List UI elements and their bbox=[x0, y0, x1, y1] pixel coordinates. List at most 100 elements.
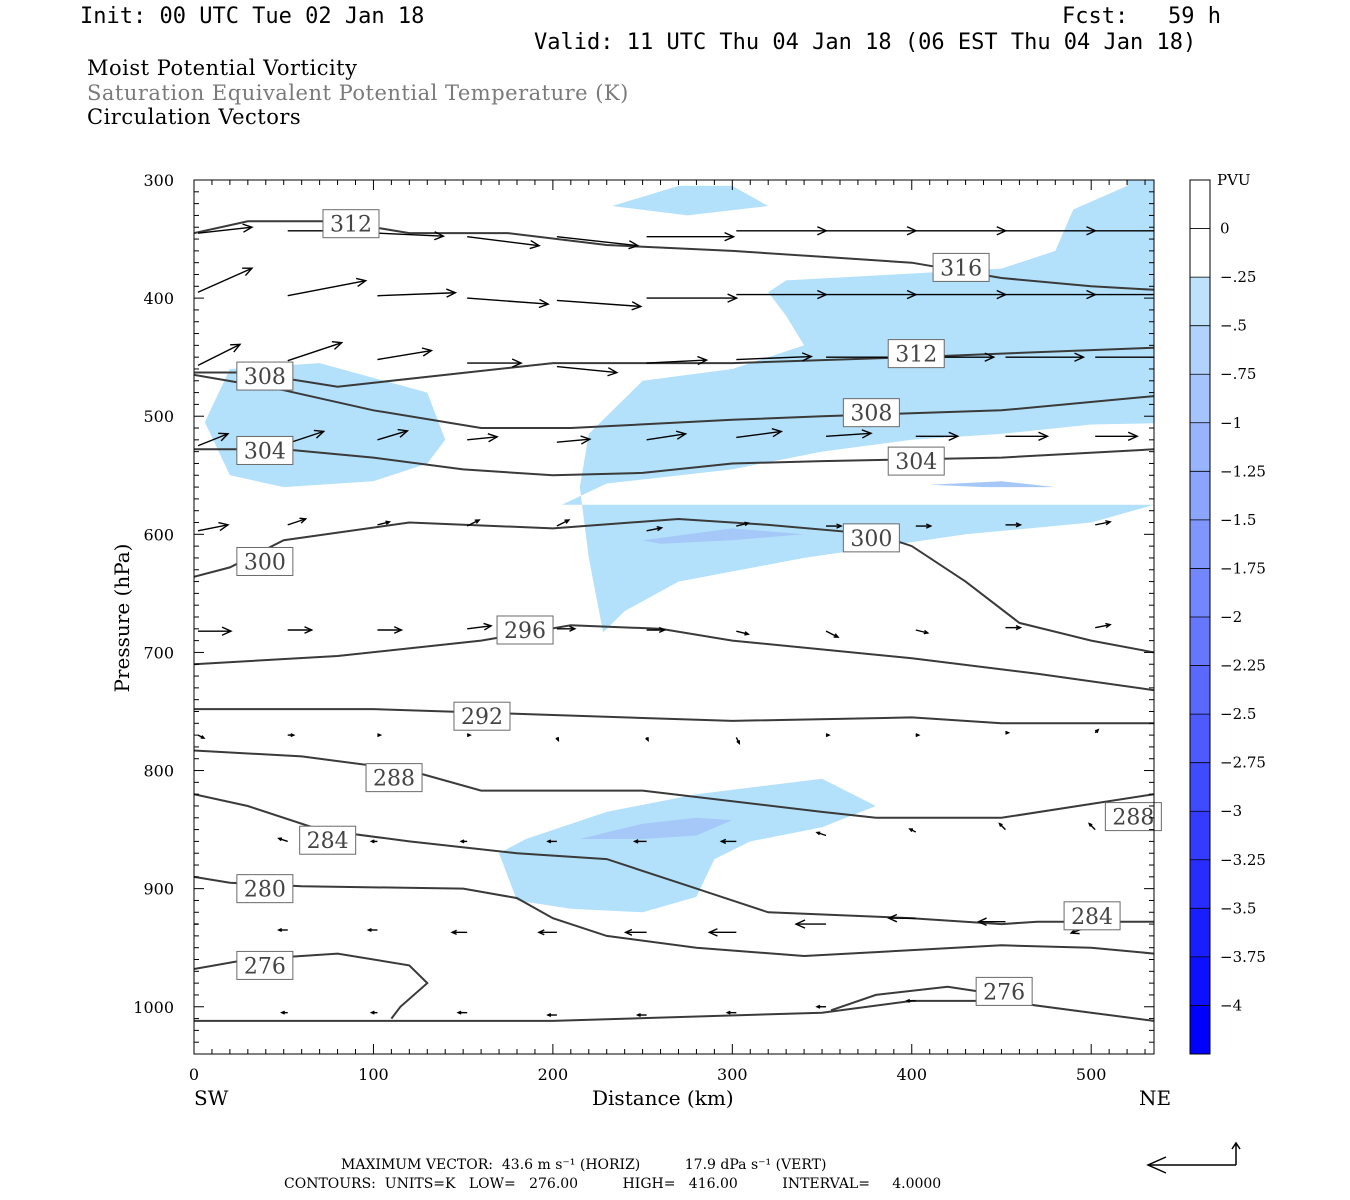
x-tick-label-4: 400 bbox=[896, 1065, 927, 1084]
vector-arrow-27 bbox=[646, 355, 709, 366]
vector-arrow-95 bbox=[887, 913, 916, 923]
vector-arrow-13 bbox=[377, 288, 458, 298]
vector-arrow-50 bbox=[736, 521, 750, 527]
vector-head bbox=[825, 733, 831, 738]
vector-shaft bbox=[197, 524, 229, 532]
contour-label-text: 276 bbox=[983, 980, 1025, 1005]
vector-head bbox=[459, 839, 465, 844]
vector-arrow-40 bbox=[825, 429, 873, 439]
contour-label-text: 296 bbox=[504, 619, 546, 644]
vector-arrow-42 bbox=[1005, 431, 1050, 441]
pv-region-3 bbox=[499, 778, 876, 913]
contour-label-12: 288 bbox=[1104, 802, 1162, 832]
vector-head bbox=[915, 733, 921, 738]
vector-head bbox=[355, 277, 368, 287]
y-tick-label-5: 800 bbox=[143, 762, 174, 781]
vector-head bbox=[1005, 730, 1011, 735]
colorbar-bin-12 bbox=[1190, 762, 1210, 812]
contour-line-7 bbox=[194, 749, 1154, 819]
vector-head bbox=[331, 341, 344, 350]
vector-shaft bbox=[466, 519, 480, 527]
vector-head bbox=[555, 737, 560, 742]
colorbar-label-12: −3 bbox=[1220, 802, 1242, 820]
vector-head bbox=[569, 625, 577, 632]
vector-head bbox=[631, 301, 643, 311]
colorbar-label-16: −4 bbox=[1220, 996, 1242, 1014]
vector-arrow-102 bbox=[635, 1013, 647, 1018]
vector-shaft bbox=[377, 349, 432, 361]
vector-head bbox=[434, 231, 446, 241]
circulation-vectors bbox=[194, 223, 1185, 1018]
vector-arrow-31 bbox=[1005, 352, 1086, 362]
vector-head bbox=[397, 428, 410, 438]
vector-arrow-58 bbox=[467, 622, 493, 631]
vector-head bbox=[1087, 822, 1093, 827]
vector-arrow-83 bbox=[815, 831, 827, 837]
colorbar-label-10: −2.5 bbox=[1220, 705, 1256, 723]
vector-head bbox=[771, 427, 784, 438]
vector-arrow-28 bbox=[736, 352, 814, 362]
vector-arrow-80 bbox=[546, 839, 557, 844]
vector-head bbox=[948, 431, 960, 441]
vector-head bbox=[385, 520, 392, 525]
vector-arrow-52 bbox=[915, 523, 933, 529]
vector-head bbox=[537, 929, 545, 936]
colorbar-bin-16 bbox=[1190, 956, 1210, 1006]
vector-head bbox=[277, 837, 283, 842]
vector-arrow-92 bbox=[623, 928, 647, 936]
colorbar-label-0: 0 bbox=[1220, 220, 1230, 238]
vector-arrow-59 bbox=[556, 625, 577, 632]
vector-head bbox=[366, 927, 372, 932]
contour-label-box bbox=[322, 209, 380, 239]
vector-arrow-26 bbox=[556, 365, 619, 377]
contour-label-box bbox=[453, 701, 511, 731]
vector-arrow-73 bbox=[825, 733, 831, 738]
reference-vector-horiz-head bbox=[1146, 1156, 1167, 1174]
vector-head bbox=[421, 347, 434, 357]
colorbar-bin-8 bbox=[1190, 568, 1210, 617]
vector-arrow-6 bbox=[736, 226, 829, 236]
vector-arrow-43 bbox=[1095, 431, 1139, 441]
pv-region-5 bbox=[929, 481, 1056, 488]
vector-head bbox=[815, 1004, 821, 1009]
vector-arrow-64 bbox=[1005, 624, 1023, 631]
vector-head bbox=[658, 626, 667, 634]
vector-arrow-11 bbox=[197, 267, 254, 293]
x-tick-label-5: 500 bbox=[1076, 1065, 1107, 1084]
contour-label-10: 292 bbox=[453, 701, 511, 731]
contour-label-text: 280 bbox=[244, 878, 286, 903]
contour-label-11: 288 bbox=[365, 763, 423, 793]
vector-head bbox=[719, 838, 727, 845]
vector-arrow-89 bbox=[366, 927, 378, 932]
vector-shaft bbox=[467, 436, 498, 441]
y-tick-label-4: 700 bbox=[143, 643, 174, 662]
vector-arrow-60 bbox=[646, 626, 667, 634]
valid-time: Valid: 11 UTC Thu 04 Jan 18 (06 EST Thu … bbox=[534, 30, 1197, 55]
contour-label-0: 312 bbox=[322, 209, 380, 239]
x-label-right: NE bbox=[1139, 1086, 1172, 1110]
colorbar-bin-2 bbox=[1190, 277, 1210, 326]
vector-arrow-35 bbox=[377, 428, 410, 441]
vector-head bbox=[1176, 291, 1185, 299]
vector-head bbox=[675, 430, 688, 440]
vector-arrow-69 bbox=[466, 733, 472, 738]
vector-head bbox=[833, 633, 840, 638]
colorbar-label-13: −3.25 bbox=[1220, 851, 1266, 869]
vector-arrow-94 bbox=[794, 919, 827, 929]
vector-head bbox=[1164, 353, 1173, 361]
vector-shaft bbox=[646, 359, 707, 364]
reference-vector-vert-head bbox=[1231, 1141, 1241, 1150]
vector-arrow-96 bbox=[976, 917, 1006, 927]
contour-label-text: 292 bbox=[461, 705, 503, 730]
vector-shaft bbox=[915, 629, 928, 634]
colorbar-label-2: −.5 bbox=[1220, 317, 1247, 335]
colorbar-label-6: −1.5 bbox=[1220, 511, 1256, 529]
vector-arrow-104 bbox=[815, 1004, 827, 1009]
vector-arrow-71 bbox=[645, 737, 649, 742]
colorbar-bin-14 bbox=[1190, 859, 1210, 909]
vector-head bbox=[794, 919, 806, 929]
vector-shaft bbox=[736, 355, 812, 361]
vector-arrow-22 bbox=[197, 343, 242, 367]
vector-shaft bbox=[736, 522, 749, 527]
x-label-left: SW bbox=[194, 1086, 229, 1110]
